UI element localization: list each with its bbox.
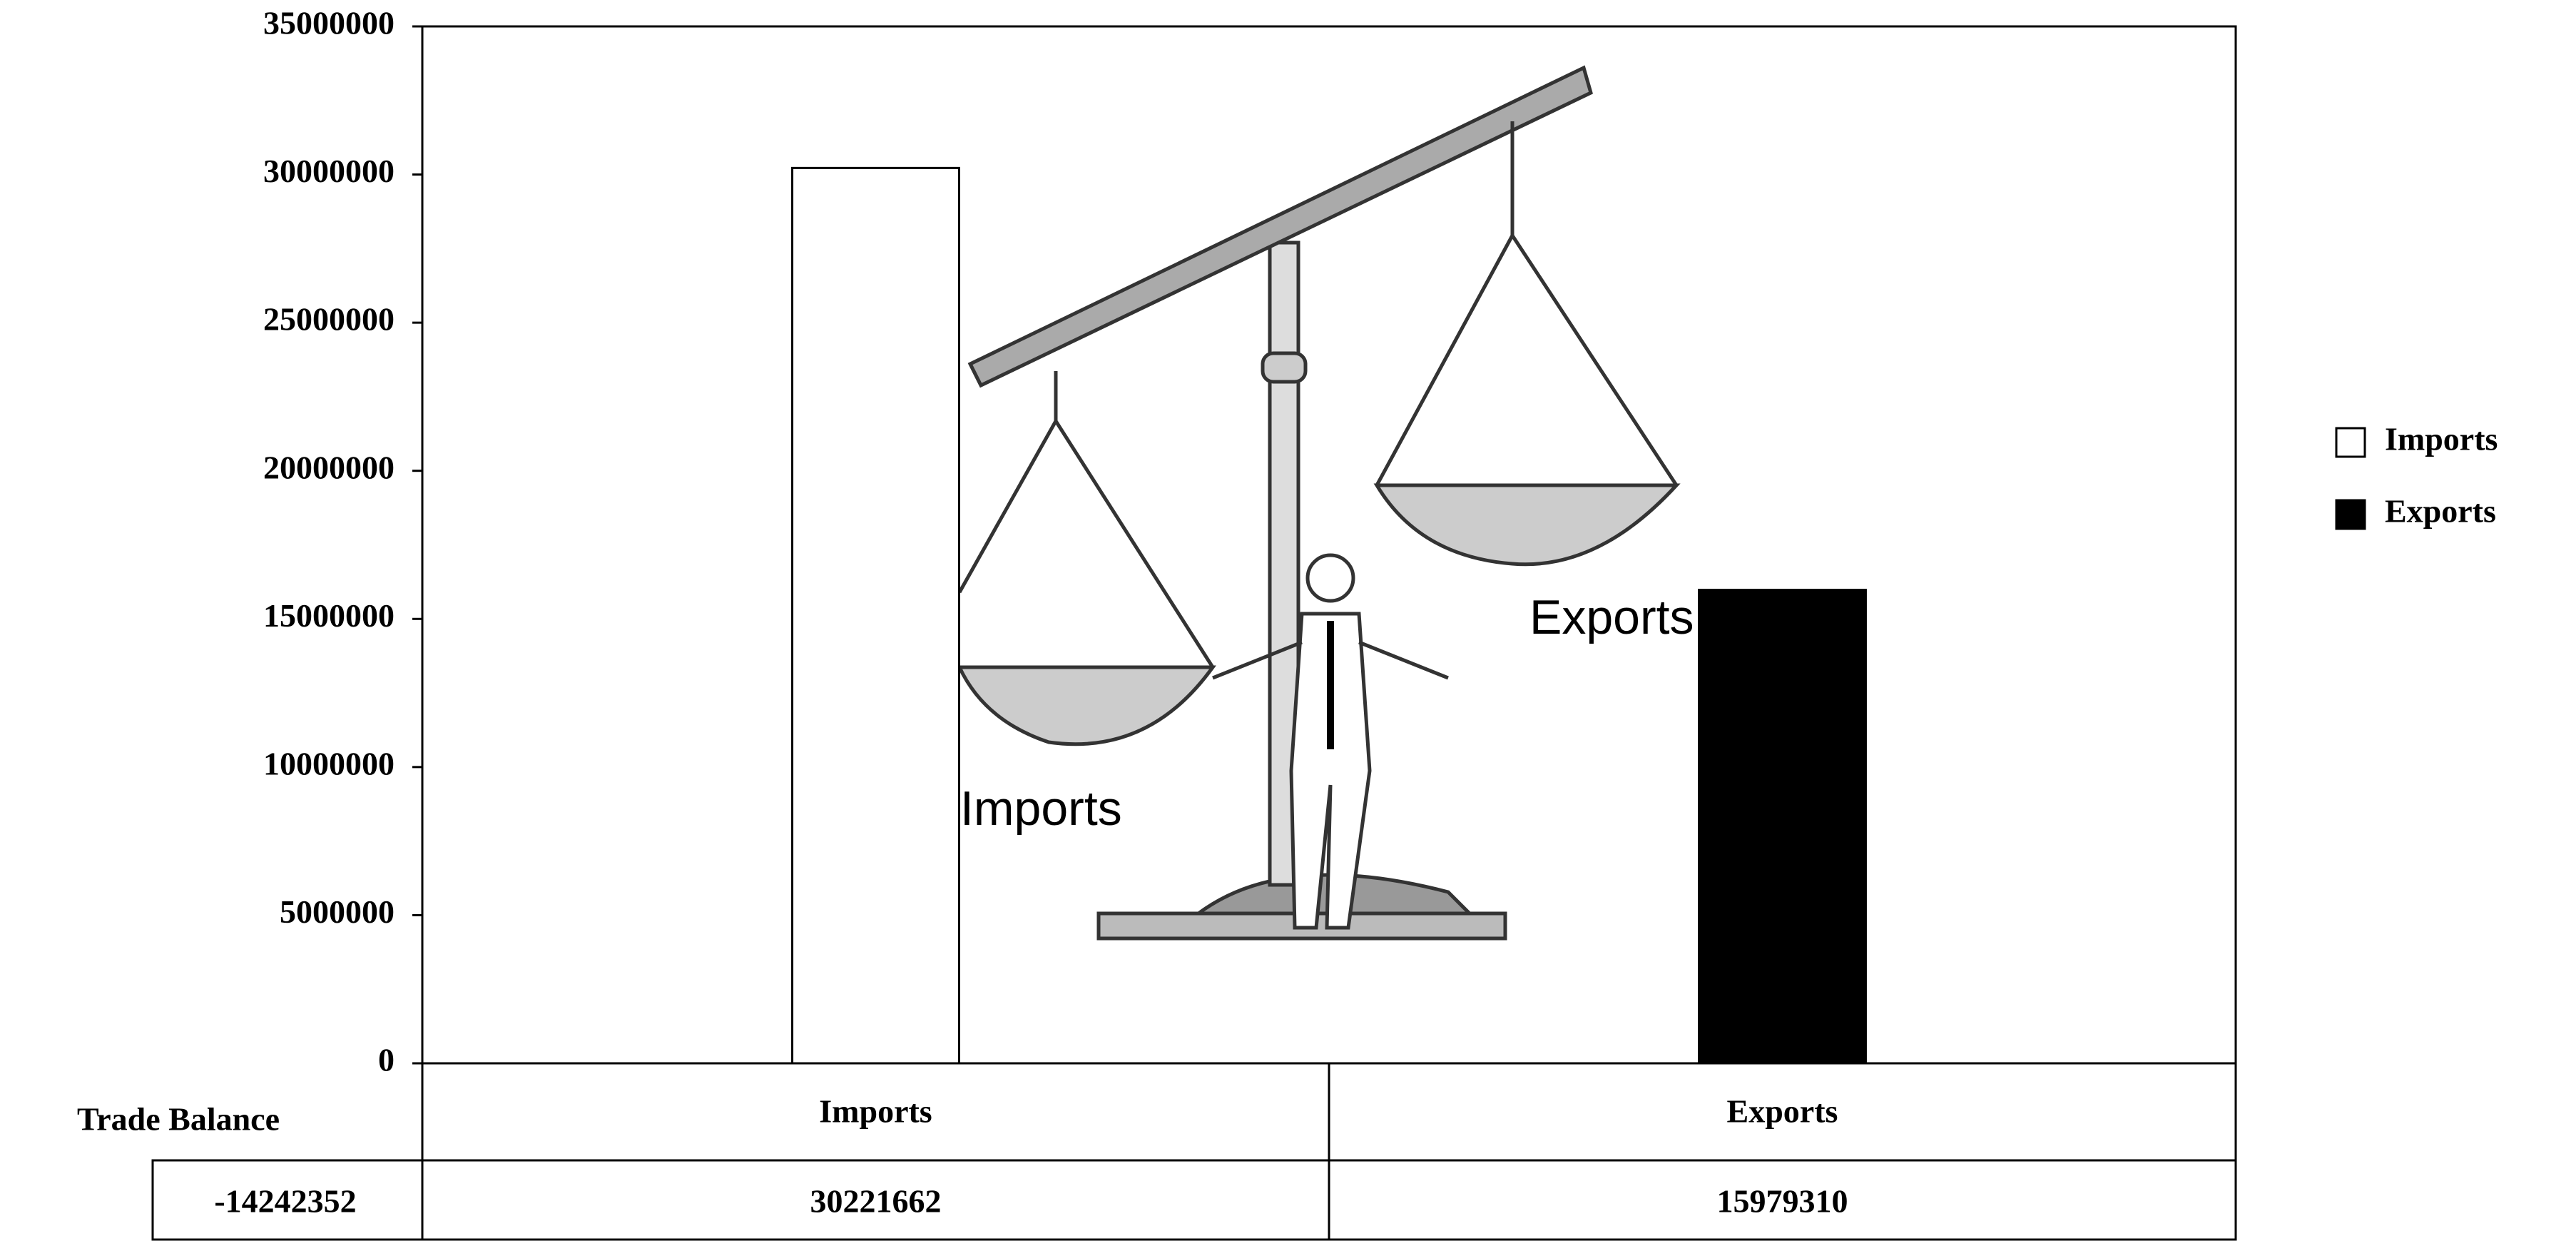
- x-tick-label: Exports: [1727, 1093, 1838, 1130]
- legend-label: Imports: [2385, 421, 2498, 457]
- legend-label: Exports: [2385, 493, 2496, 530]
- y-tick-label: 5000000: [280, 893, 394, 930]
- y-tick-label: 0: [378, 1042, 394, 1078]
- row-label: Trade Balance: [77, 1101, 280, 1138]
- annotation: Exports: [1529, 590, 1694, 644]
- scale-clipart: [957, 65, 1681, 941]
- table-value: 30221662: [810, 1183, 942, 1220]
- bar: [1698, 589, 1867, 1065]
- y-tick-label: 20000000: [263, 449, 394, 485]
- annotation: Imports: [960, 781, 1122, 836]
- legend-swatch: [2335, 499, 2366, 530]
- data-table: [151, 1062, 2237, 1241]
- y-tick-label: 35000000: [263, 5, 394, 41]
- bar: [791, 166, 960, 1065]
- x-tick-label: Imports: [819, 1093, 932, 1130]
- table-value: 15979310: [1717, 1183, 1848, 1220]
- y-tick-label: 25000000: [263, 301, 394, 338]
- y-tick-label: 15000000: [263, 597, 394, 634]
- y-tick-label: 30000000: [263, 153, 394, 189]
- legend-swatch: [2335, 427, 2366, 458]
- y-tick-label: 10000000: [263, 745, 394, 781]
- table-value: -14242352: [214, 1183, 356, 1220]
